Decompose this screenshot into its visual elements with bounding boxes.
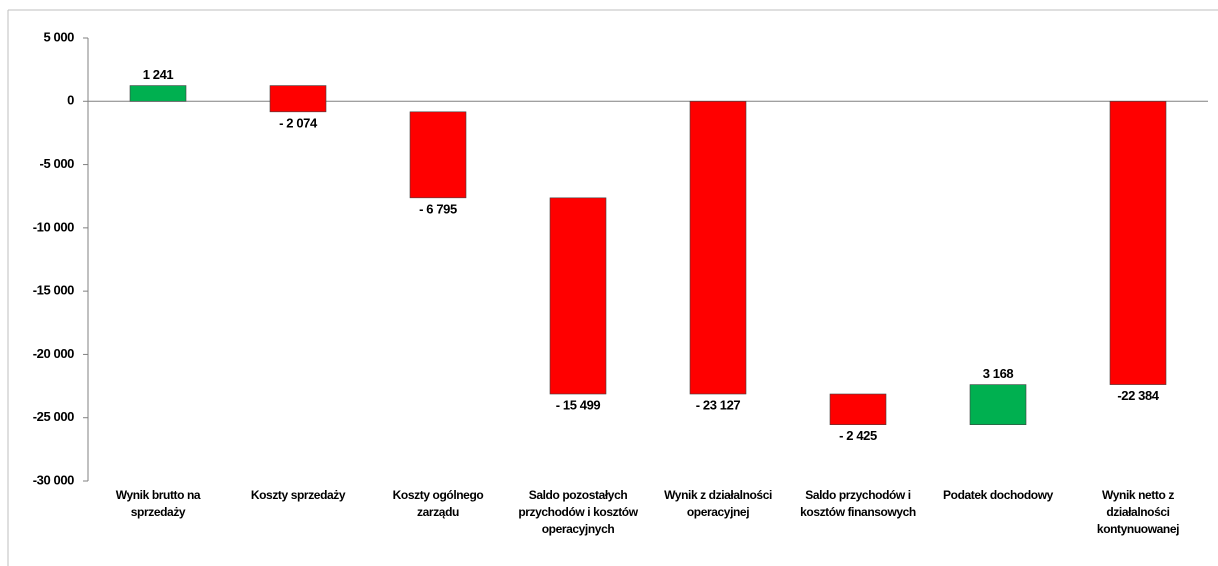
bar xyxy=(829,393,887,426)
data-label: - 15 499 xyxy=(556,397,601,412)
y-tick-label: 0 xyxy=(67,93,74,108)
y-tick-label: -15 000 xyxy=(33,283,74,298)
data-label: 3 168 xyxy=(983,366,1014,381)
y-tick-label: -10 000 xyxy=(33,219,74,234)
data-label: - 6 795 xyxy=(419,201,457,216)
bar xyxy=(409,111,467,199)
y-tick-label: 5 000 xyxy=(43,29,74,44)
bar xyxy=(549,197,607,395)
bar xyxy=(269,85,327,113)
x-tick-label: Wynik netto z działalności kontynuowanej xyxy=(1096,488,1180,536)
bar xyxy=(969,384,1027,426)
x-tick-label: Podatek dochodowy xyxy=(943,488,1053,502)
y-tick-label: -30 000 xyxy=(33,472,74,487)
x-tick-label: Koszty sprzedaży xyxy=(250,488,346,502)
bar xyxy=(129,85,187,102)
y-tick-label: -5 000 xyxy=(40,156,75,171)
data-label: - 23 127 xyxy=(696,397,741,412)
x-tick-label: Wynik brutto na sprzedaży xyxy=(115,488,201,519)
x-tick-label: Koszty ogólnego zarządu xyxy=(392,488,484,519)
data-label: 1 241 xyxy=(143,67,174,82)
bar xyxy=(1109,100,1167,385)
y-tick-label: -25 000 xyxy=(33,409,74,424)
bar xyxy=(689,100,747,395)
x-tick-label: Saldo przychodów i kosztów finansowych xyxy=(800,488,916,519)
x-tick-label: Wynik z działalności operacyjnej xyxy=(664,488,772,519)
data-label: - 2 425 xyxy=(839,428,877,443)
data-label: -22 384 xyxy=(1117,388,1159,403)
data-label: - 2 074 xyxy=(279,115,318,130)
y-tick-label: -20 000 xyxy=(33,346,74,361)
x-tick-label: Saldo pozostałych przychodów i kosztów o… xyxy=(518,488,638,536)
